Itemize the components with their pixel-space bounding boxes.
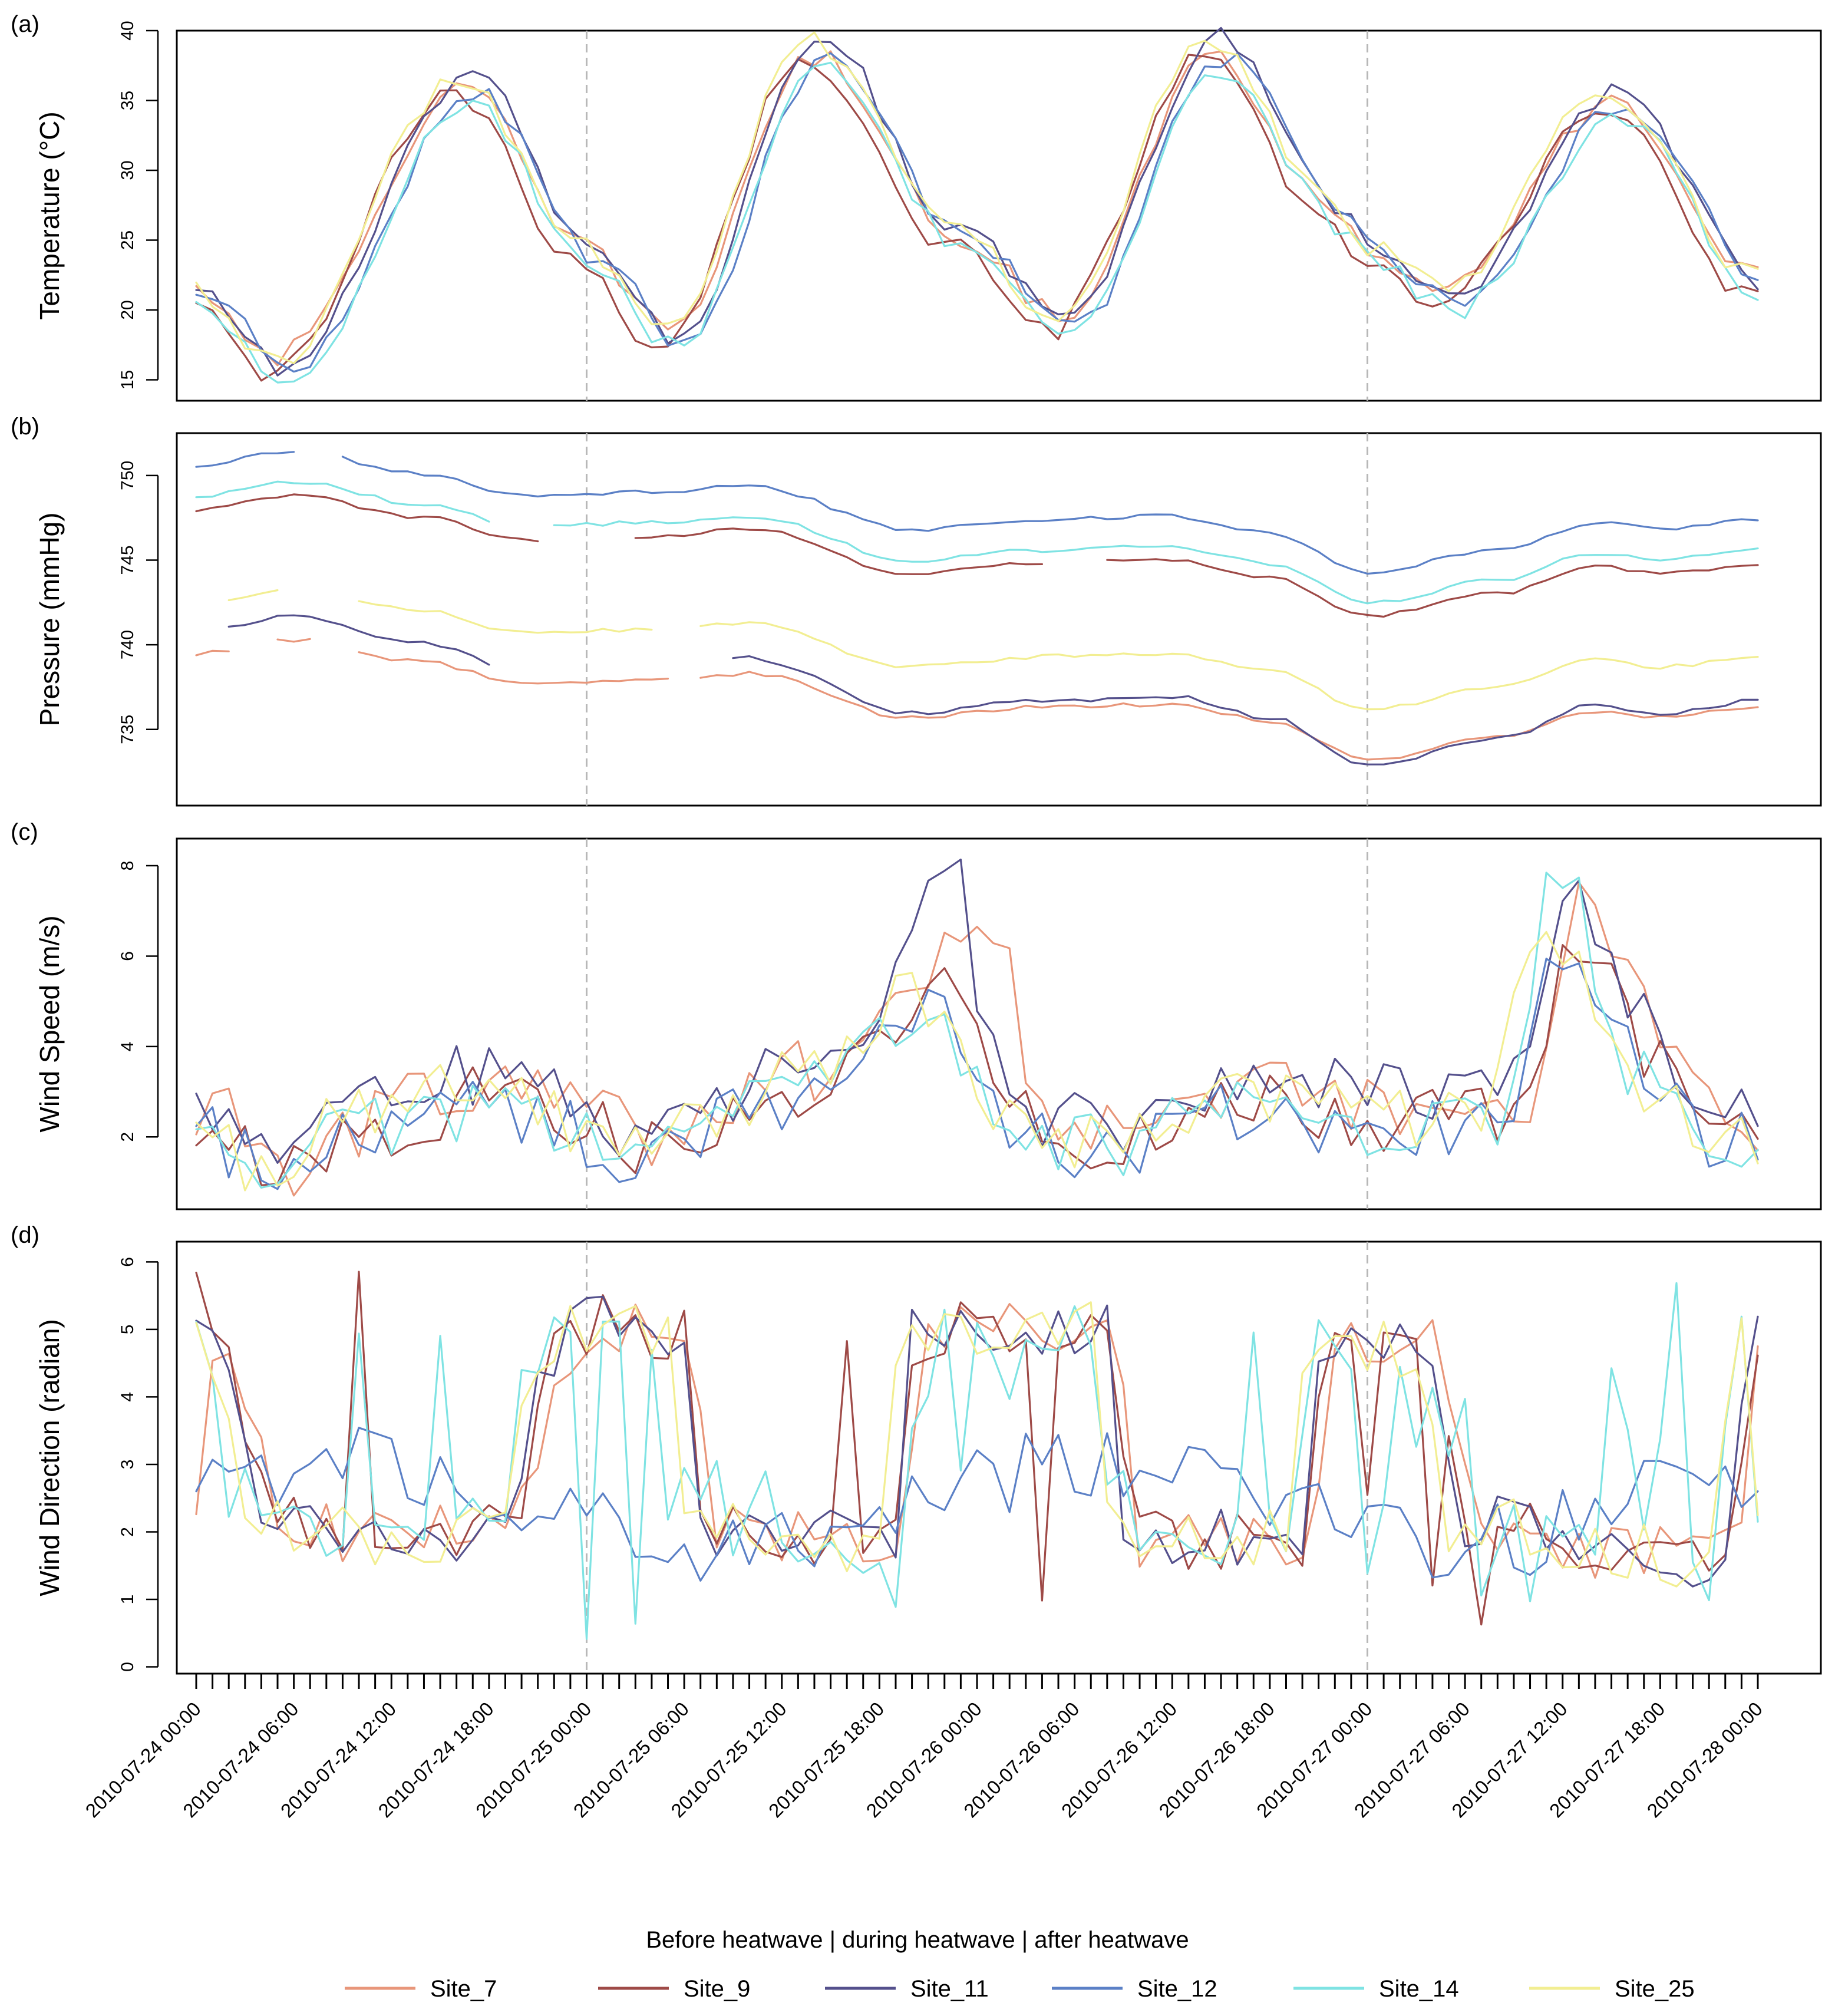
y-tick-label: 4	[118, 1392, 137, 1402]
panel-3: (d) 0 1 2 3 4 5 6 Wind Direction (radian)	[11, 1222, 1822, 1675]
panel-frame	[176, 29, 1822, 402]
series-line-site-14	[195, 61, 1759, 384]
y-axis-label: Wind Direction (radian)	[34, 1319, 65, 1596]
y-tick-label: 25	[118, 230, 137, 250]
legend-item: Site_7	[345, 1976, 497, 2002]
series-line-site-12	[195, 451, 1759, 575]
y-tick-label: 35	[118, 91, 137, 110]
series-line-site-7	[195, 1303, 1759, 1579]
series-line-site-25	[227, 589, 1759, 711]
legend-label: Site_11	[910, 1976, 989, 2002]
y-tick-label: 6	[118, 1257, 137, 1267]
series-line-site-14	[195, 480, 1759, 605]
y-tick-label: 745	[118, 545, 137, 575]
series-line-site-25	[195, 931, 1759, 1192]
series-line-site-9	[195, 1271, 1759, 1626]
y-tick-label: 20	[118, 300, 137, 319]
y-tick-label: 0	[118, 1662, 137, 1672]
panel-frame	[176, 837, 1822, 1210]
y-tick-label: 4	[118, 1042, 137, 1052]
y-axis-label: Temperature (°C)	[34, 111, 65, 319]
y-tick-label: 2	[118, 1132, 137, 1142]
panel-label: (d)	[11, 1222, 39, 1248]
series-line-site-12	[195, 1427, 1759, 1582]
legend-item: Site_25	[1529, 1976, 1695, 2002]
y-axis-label: Wind Speed (m/s)	[34, 915, 65, 1132]
series-line-site-11	[195, 1295, 1759, 1588]
series-line-site-7	[195, 638, 1759, 761]
legend-label: Site_25	[1615, 1976, 1695, 2002]
y-tick-label: 3	[118, 1460, 137, 1470]
y-tick-label: 8	[118, 861, 137, 871]
legend-label: Site_9	[684, 1976, 750, 2002]
legend-label: Site_7	[430, 1976, 497, 2002]
series-line-site-9	[195, 944, 1759, 1186]
panel-label: (b)	[11, 414, 39, 440]
panel-frame	[176, 432, 1822, 807]
y-tick-label: 5	[118, 1325, 137, 1335]
panel-label: (c)	[11, 819, 38, 845]
y-tick-label: 750	[118, 461, 137, 490]
legend-item: Site_9	[598, 1976, 750, 2002]
panel-2: (c) 2 4 6 8 Wind Speed (m/s)	[11, 819, 1822, 1210]
legend-item: Site_14	[1293, 1976, 1459, 2002]
y-tick-label: 15	[118, 370, 137, 390]
panel-1: (b) 735 740 745 750 Pressure (mmHg)	[11, 414, 1822, 807]
panel-label: (a)	[11, 11, 39, 37]
legend-label: Site_12	[1137, 1976, 1217, 2002]
legend-item: Site_11	[825, 1976, 989, 2002]
series-line-site-14	[195, 1282, 1759, 1640]
panel-0: (a) 15 20 25 30 35 40 Temperature (°C)	[11, 11, 1822, 402]
series-line-site-25	[195, 1301, 1759, 1588]
series-line-site-14	[195, 872, 1759, 1189]
series-line-site-9	[195, 493, 1759, 618]
y-tick-label: 30	[118, 160, 137, 180]
panel-frame	[176, 1240, 1822, 1675]
y-axis-label: Pressure (mmHg)	[34, 513, 65, 727]
legend-label: Site_14	[1379, 1976, 1459, 2002]
series-line-site-11	[195, 859, 1759, 1164]
series-line-site-12	[195, 958, 1759, 1190]
y-tick-label: 740	[118, 630, 137, 659]
legend: Before heatwave | during heatwave | afte…	[345, 1927, 1695, 2002]
legend-item: Site_12	[1052, 1976, 1217, 2002]
y-tick-label: 735	[118, 715, 137, 744]
y-tick-label: 6	[118, 951, 137, 961]
y-tick-label: 2	[118, 1527, 137, 1537]
series-line-site-11	[195, 27, 1759, 377]
series-line-site-7	[195, 881, 1759, 1197]
y-tick-label: 1	[118, 1595, 137, 1605]
y-tick-label: 40	[118, 21, 137, 40]
series-line-site-11	[227, 614, 1759, 766]
series-line-site-25	[195, 31, 1759, 364]
legend-title: Before heatwave | during heatwave | afte…	[646, 1927, 1189, 1953]
